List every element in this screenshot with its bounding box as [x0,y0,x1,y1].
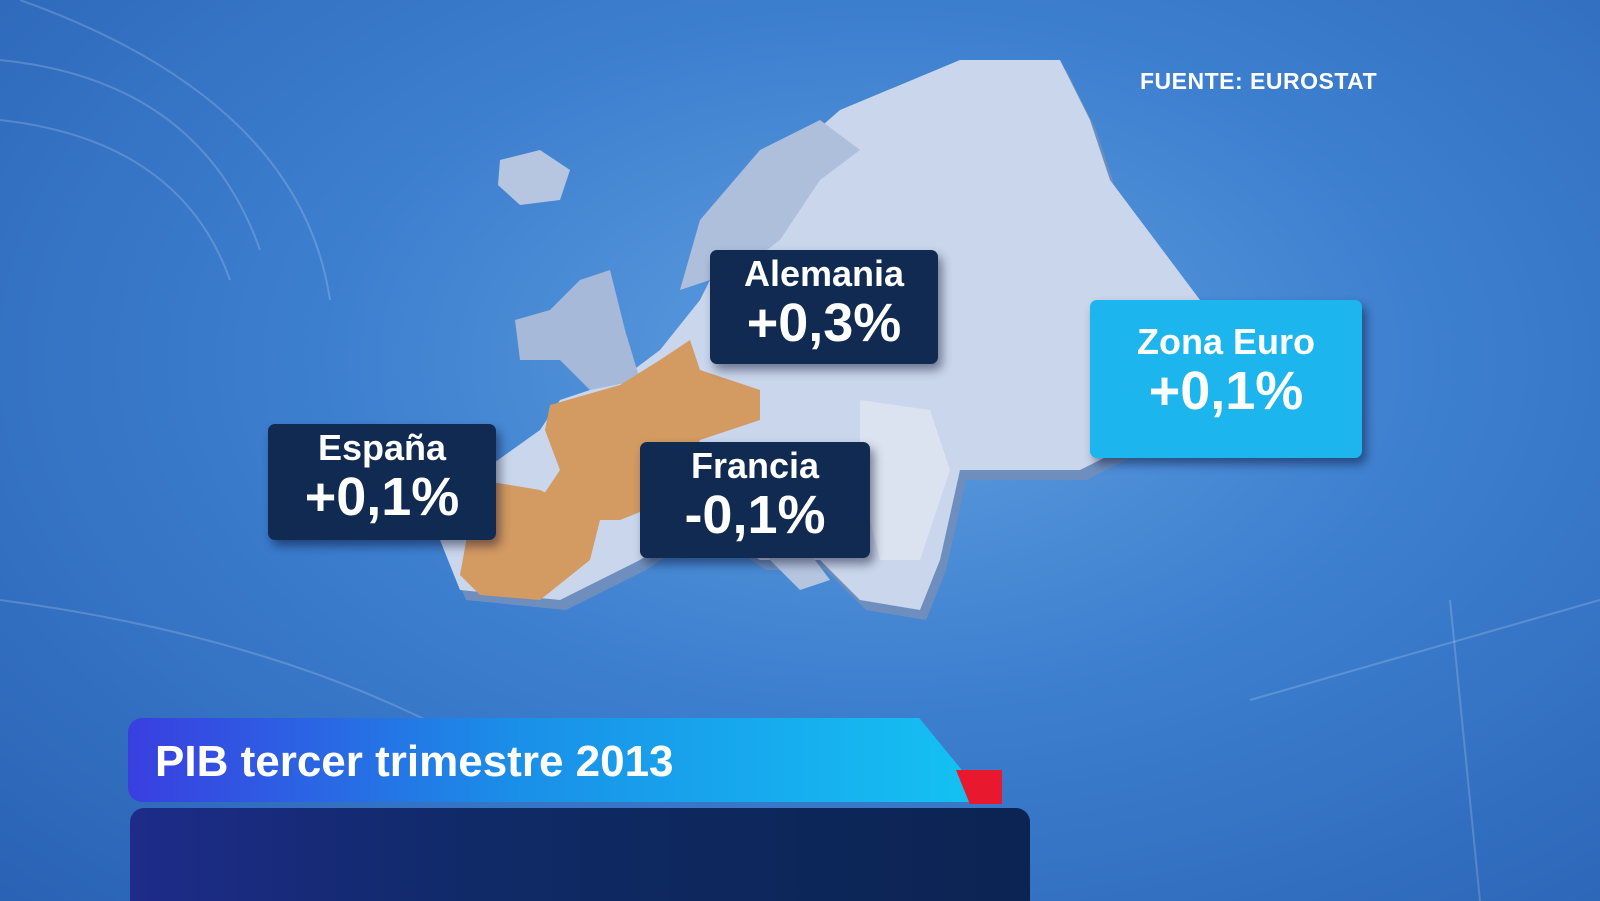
source-credit: FUENTE: EUROSTAT [1140,68,1378,94]
label-name: Zona Euro [1137,321,1315,362]
label-name: Francia [690,445,820,486]
iceland [498,150,570,205]
label-value: +0,1% [304,467,460,527]
label-value: +0,3% [746,293,902,353]
balkans [860,400,950,560]
label-value: +0,1% [1148,361,1304,421]
uk-ireland [515,270,640,390]
lower-third-panel [130,808,1030,901]
label-name: Alemania [743,253,905,294]
label-value: -0,1% [684,485,826,545]
label-alemania: Alemania +0,3% [710,250,938,364]
label-zona-euro: Zona Euro +0,1% [1090,300,1362,458]
label-francia: Francia -0,1% [640,442,870,558]
country-france-highlight [540,340,760,520]
label-espana: España +0,1% [268,424,496,540]
banner-title: PIB tercer trimestre 2013 [155,737,674,786]
scandinavia [680,120,860,290]
title-banner [128,718,988,802]
label-name: España [317,427,447,468]
